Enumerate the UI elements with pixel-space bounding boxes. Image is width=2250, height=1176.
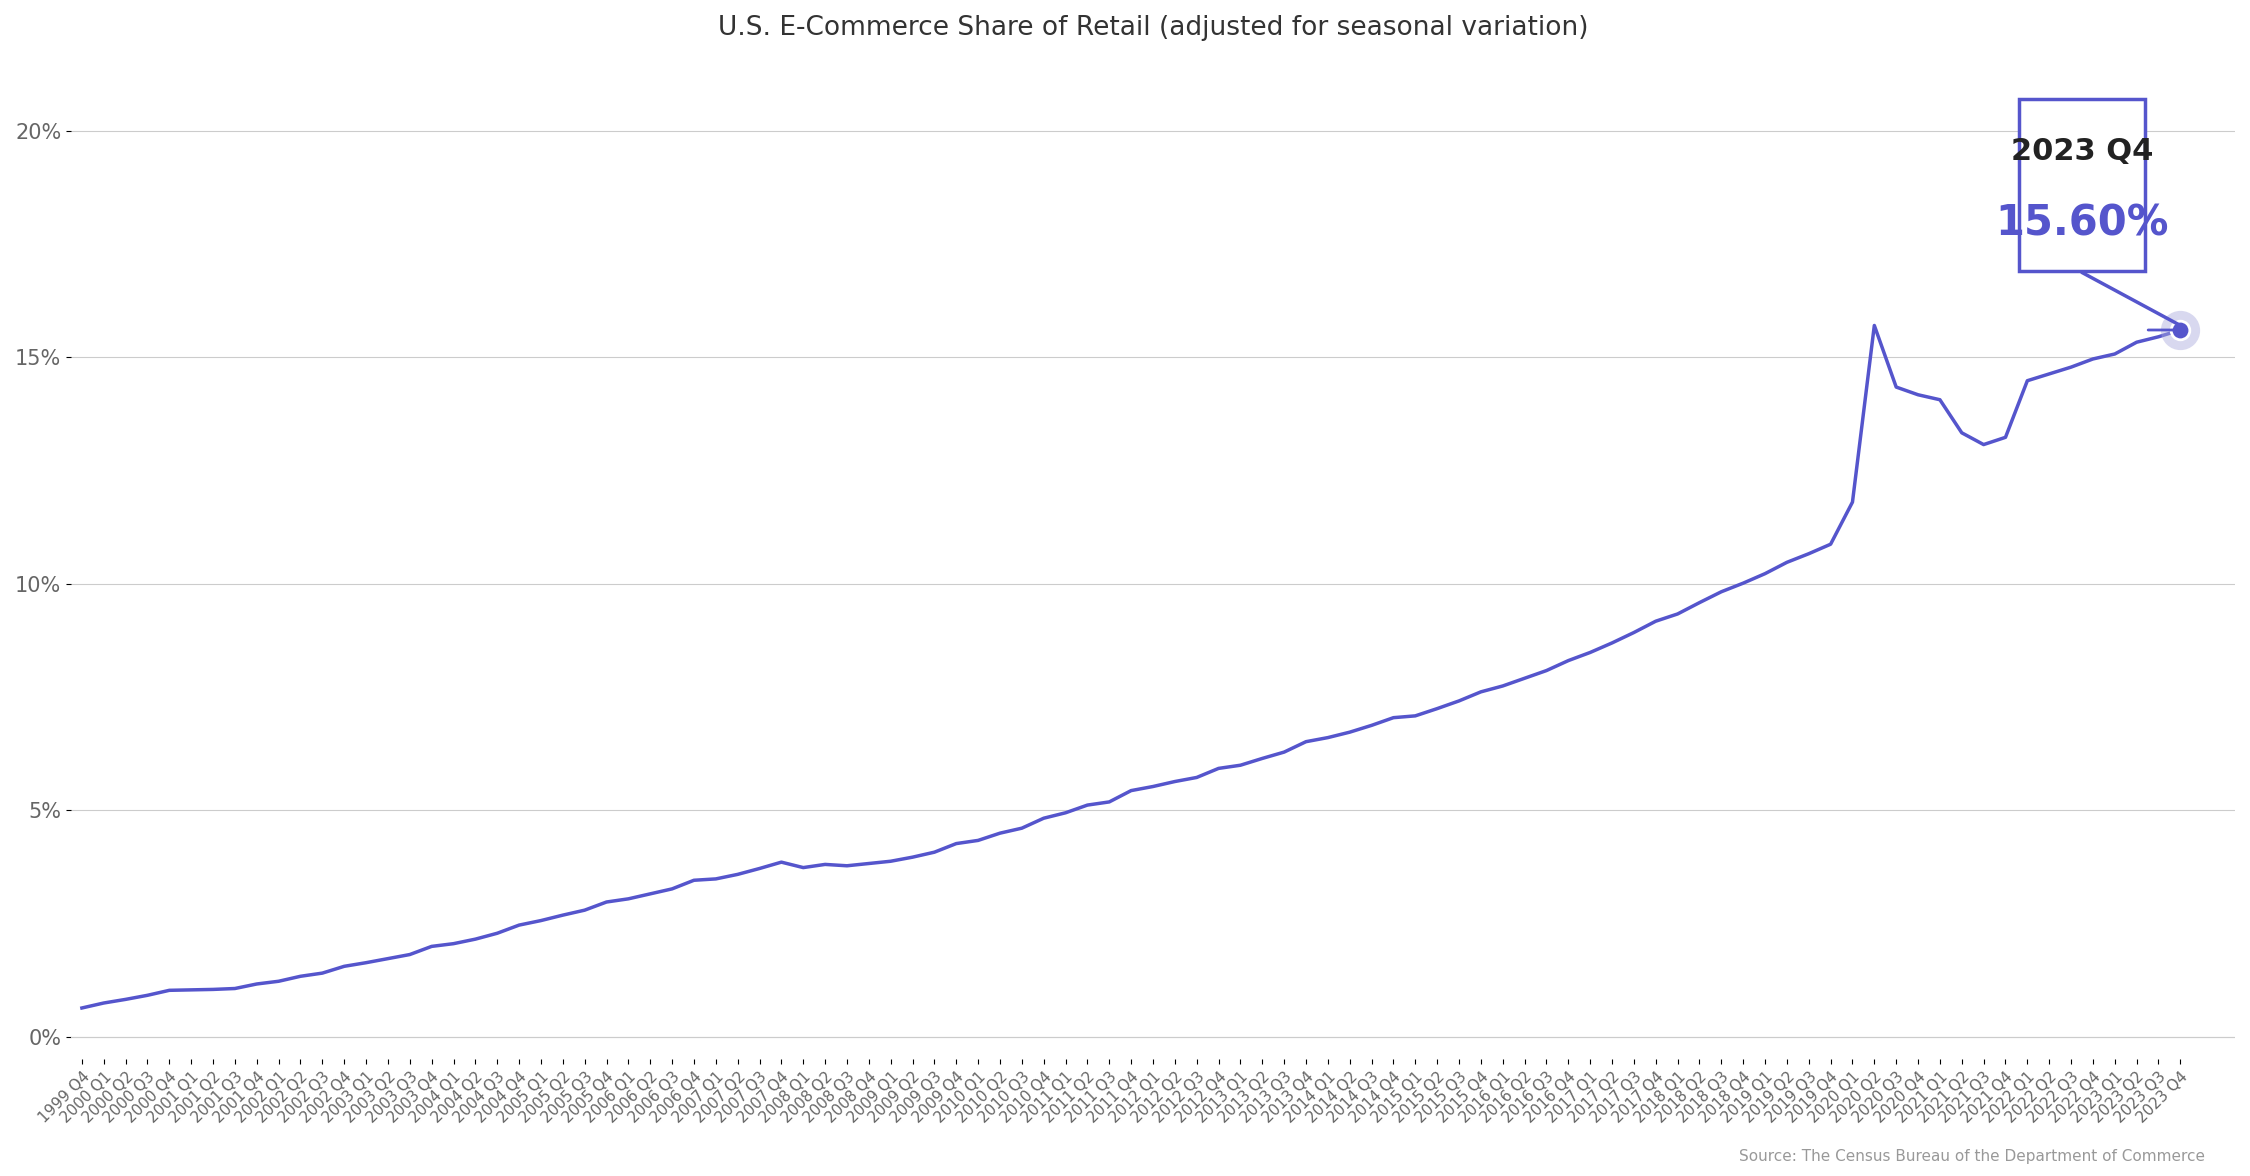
Point (2162, 321, 2198, 340)
Title: U.S. E-Commerce Share of Retail (adjusted for seasonal variation): U.S. E-Commerce Share of Retail (adjuste… (718, 15, 1588, 41)
Text: Source: The Census Bureau of the Department of Commerce: Source: The Census Bureau of the Departm… (1739, 1149, 2205, 1164)
Point (2162, 321, 2198, 340)
Text: 15.60%: 15.60% (1996, 202, 2169, 245)
Text: 2023 Q4: 2023 Q4 (2012, 136, 2153, 166)
FancyBboxPatch shape (2018, 99, 2146, 272)
